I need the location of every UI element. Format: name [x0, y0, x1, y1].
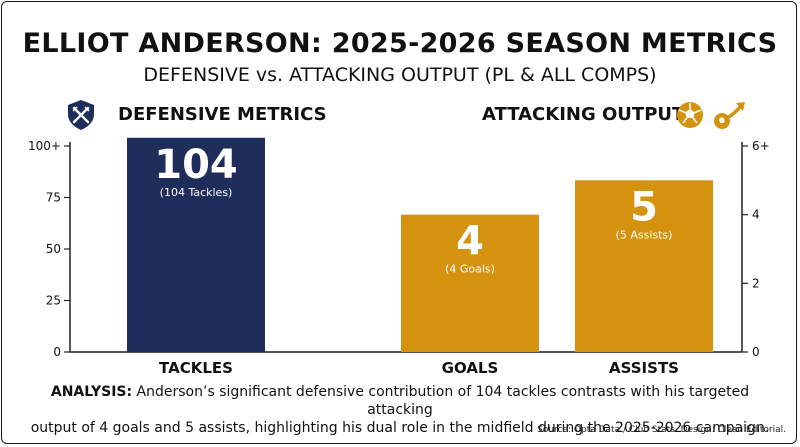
bar-value-label-assists: 5 — [630, 184, 658, 230]
analysis-label: ANALYSIS: — [50, 384, 133, 400]
shield-swords-icon — [68, 100, 94, 130]
category-label-tackles: TACKLES — [159, 359, 233, 377]
analysis-text: ANALYSIS: Anderson’s significant defensi… — [20, 383, 780, 437]
right-tick-label: 0 — [752, 345, 760, 359]
left-tick-label: 25 — [46, 294, 61, 308]
bar-sub-label-goals: (4 Goals) — [445, 263, 495, 276]
bar-value-label-goals: 4 — [456, 219, 484, 265]
page-subtitle: DEFENSIVE vs. ATTACKING OUTPUT (PL & ALL… — [143, 64, 657, 86]
analysis-line-2: output of 4 goals and 5 assists, highlig… — [30, 420, 770, 436]
category-label-assists: ASSISTS — [609, 359, 679, 377]
bar-value-label-tackles: 104 — [154, 142, 238, 188]
attacking-section-label: ATTACKING OUTPUT — [482, 104, 685, 125]
source-note: Source: Opta Data / Club Stats. Design: … — [537, 425, 786, 435]
bar-goals — [401, 214, 539, 352]
left-tick-label: 100+ — [28, 139, 61, 153]
left-tick-label: 75 — [46, 191, 61, 205]
page-title: ELLIOT ANDERSON: 2025-2026 SEASON METRIC… — [22, 28, 778, 59]
bar-sub-label-assists: (5 Assists) — [616, 228, 673, 241]
bar-sub-label-tackles: (104 Tackles) — [160, 186, 233, 199]
right-tick-label: 4 — [752, 208, 760, 222]
left-tick-label: 0 — [53, 345, 61, 359]
right-tick-label: 2 — [752, 276, 760, 290]
ball-trend-arrow-icon — [714, 102, 745, 129]
bar-assists — [575, 180, 713, 352]
category-label-goals: GOALS — [442, 359, 499, 377]
right-tick-label: 6+ — [752, 139, 770, 153]
bar-tackles — [127, 137, 265, 352]
analysis-line-1: Anderson’s significant defensive contrib… — [132, 384, 750, 418]
defensive-section-label: DEFENSIVE METRICS — [118, 104, 327, 125]
soccer-ball-icon — [677, 102, 703, 128]
left-tick-label: 50 — [46, 242, 61, 256]
